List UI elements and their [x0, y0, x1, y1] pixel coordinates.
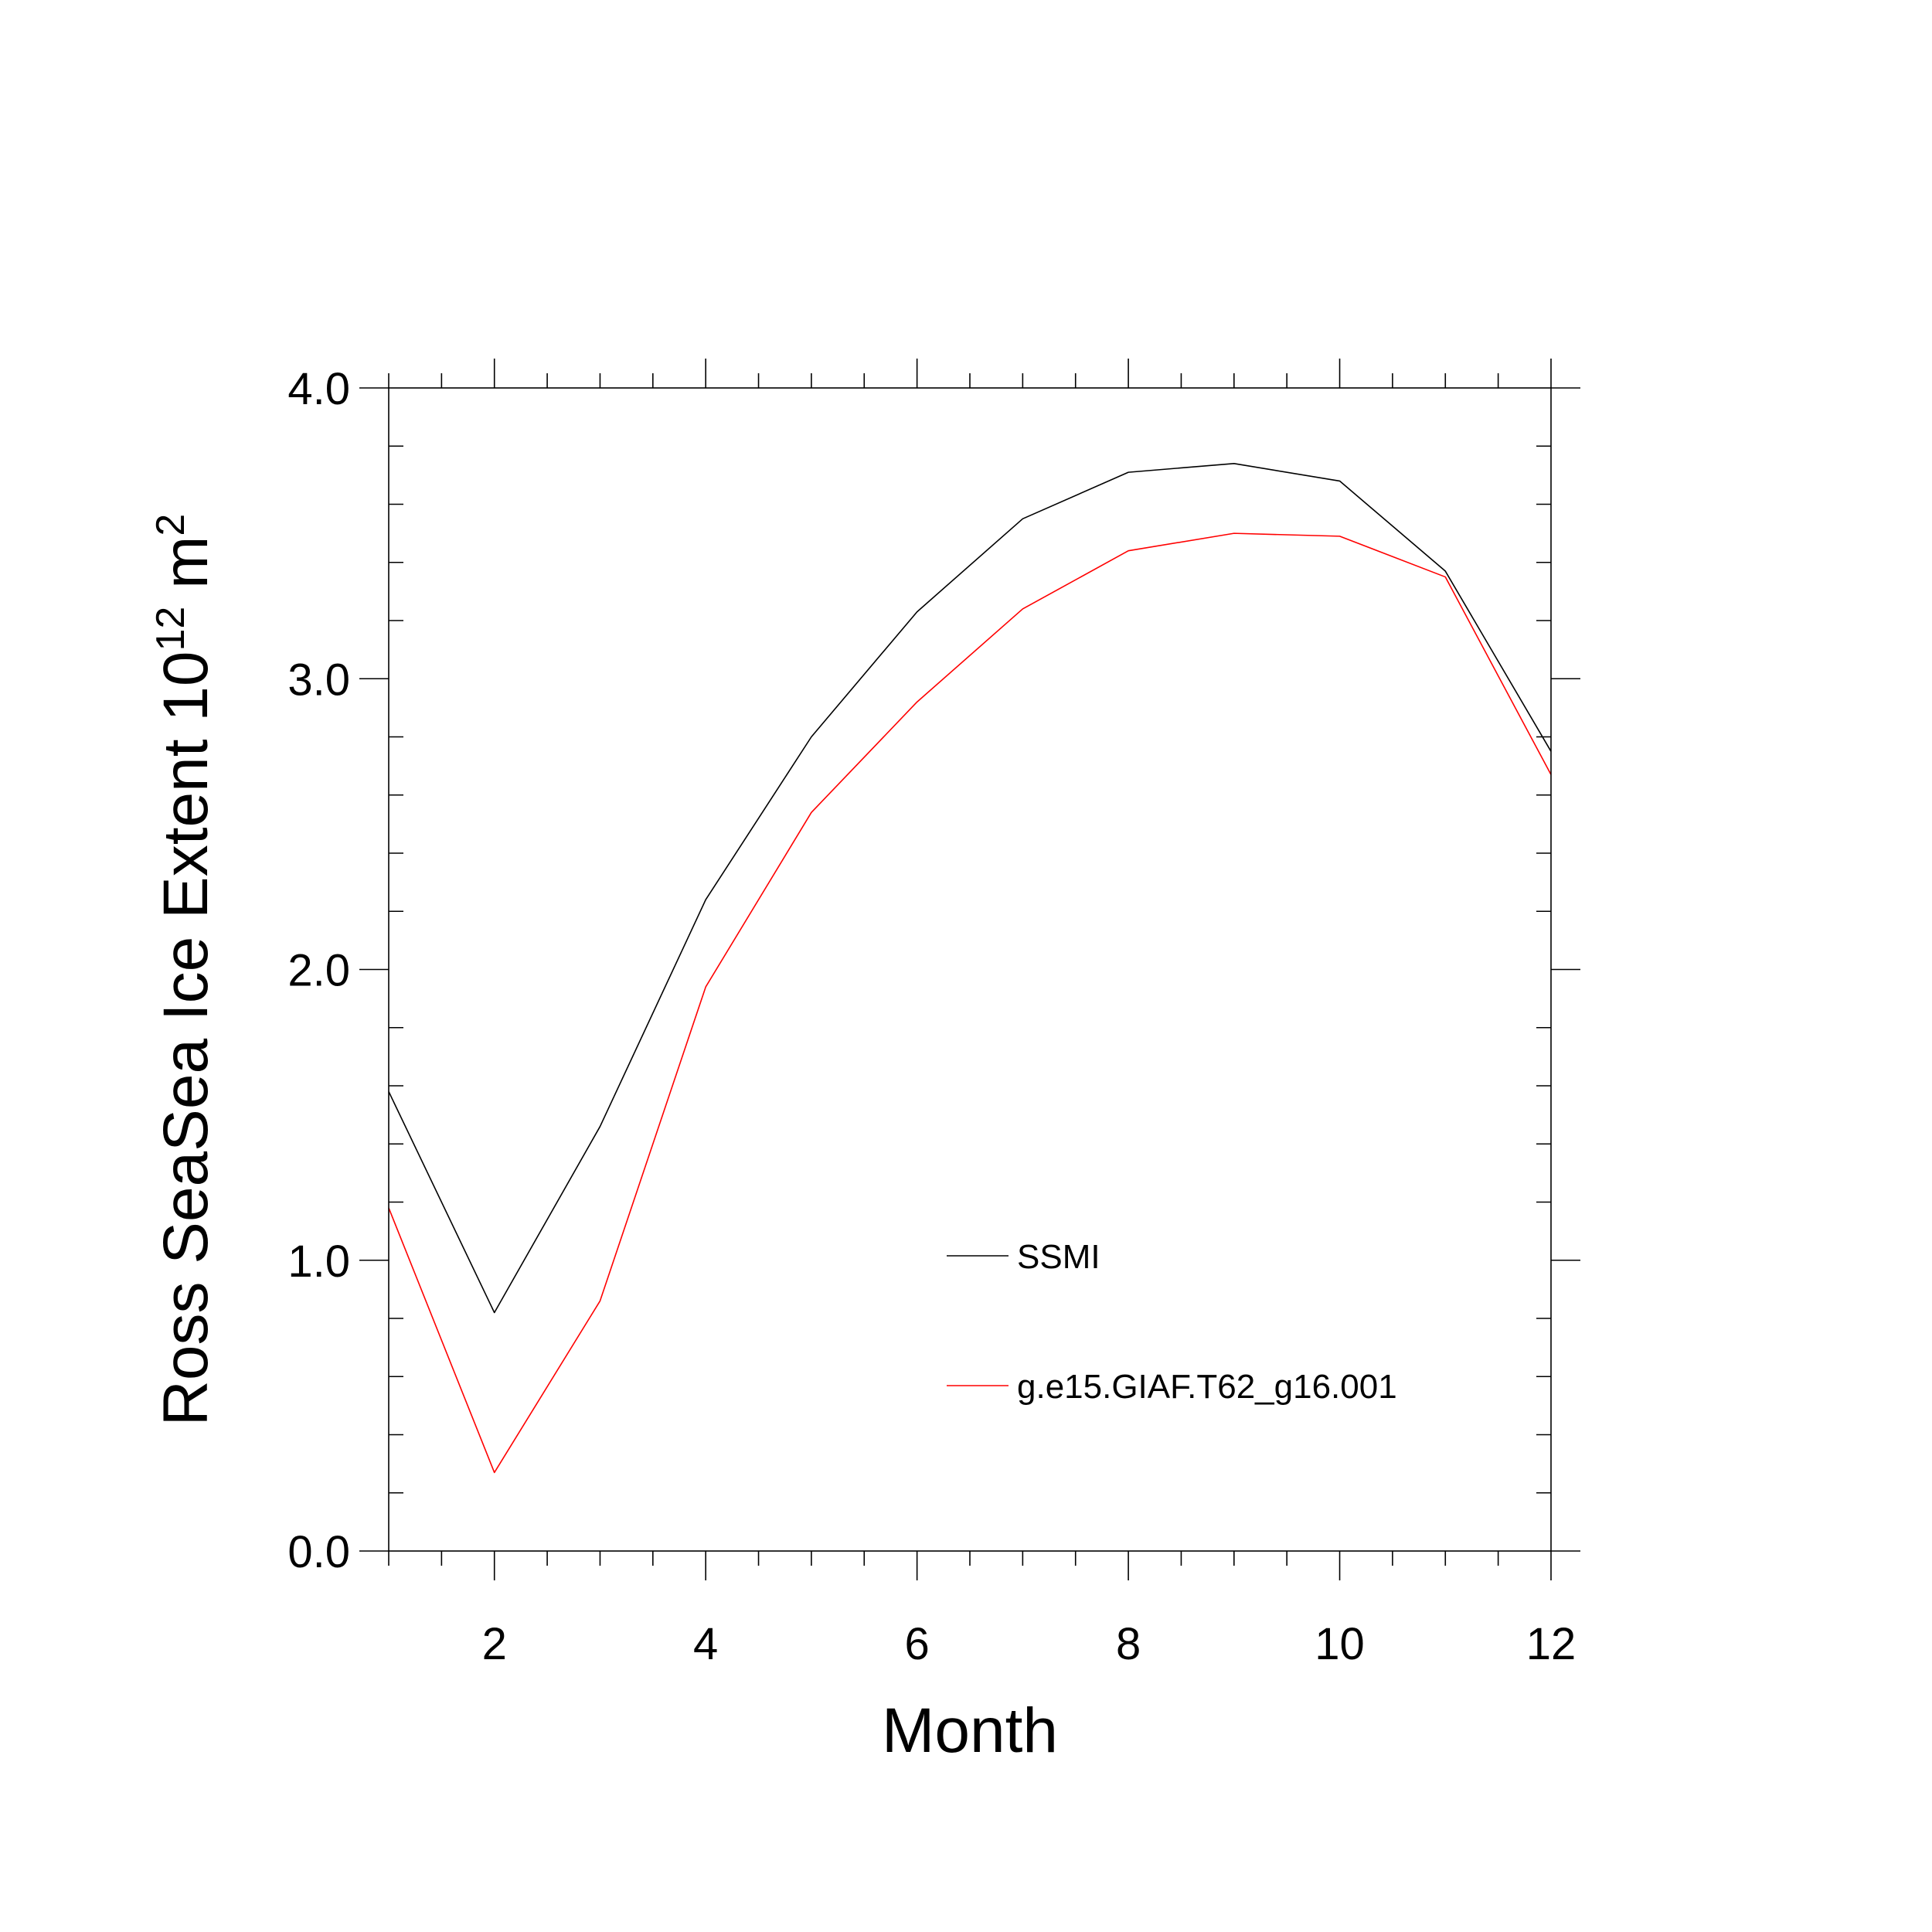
plot-frame: [388, 387, 1552, 1552]
x-tick-label: 4: [693, 1619, 718, 1669]
y-axis-title: Ross SeaSea Ice Extent 1012 m2: [148, 514, 221, 1427]
y-axis-title-exponent: 12: [148, 607, 193, 651]
y-axis-title-unit: m: [151, 536, 221, 607]
legend-label-ssmi: SSMI: [1017, 1238, 1100, 1276]
legend: SSMI g.e15.GIAF.T62_g16.001: [947, 1238, 1397, 1406]
x-tick-label: 10: [1315, 1619, 1365, 1669]
y-axis-title-main: Ross SeaSea Ice Extent 10: [151, 651, 221, 1427]
x-tick-label: 6: [905, 1619, 930, 1669]
y-tick-label: 2.0: [287, 946, 350, 996]
y-tick-label: 4.0: [287, 364, 350, 414]
x-axis-title: Month: [882, 1696, 1058, 1766]
data-series: [388, 463, 1552, 1474]
tick-labels: 2 4 6 8 10 12 0.0 1.0 2.0 3.0 4.0: [287, 364, 1576, 1669]
x-tick-label: 12: [1526, 1619, 1577, 1669]
series-line-1: [388, 532, 1552, 1474]
y-tick-label: 1.0: [287, 1236, 350, 1287]
axis-ticks: [359, 359, 1580, 1580]
series-line-0: [388, 463, 1552, 1314]
legend-label-model: g.e15.GIAF.T62_g16.001: [1017, 1368, 1397, 1406]
x-tick-label: 8: [1116, 1619, 1141, 1669]
x-tick-label: 2: [482, 1619, 507, 1669]
y-tick-label: 0.0: [287, 1527, 350, 1577]
y-axis-title-unit-exponent: 2: [148, 514, 193, 536]
y-tick-label: 3.0: [287, 655, 350, 705]
